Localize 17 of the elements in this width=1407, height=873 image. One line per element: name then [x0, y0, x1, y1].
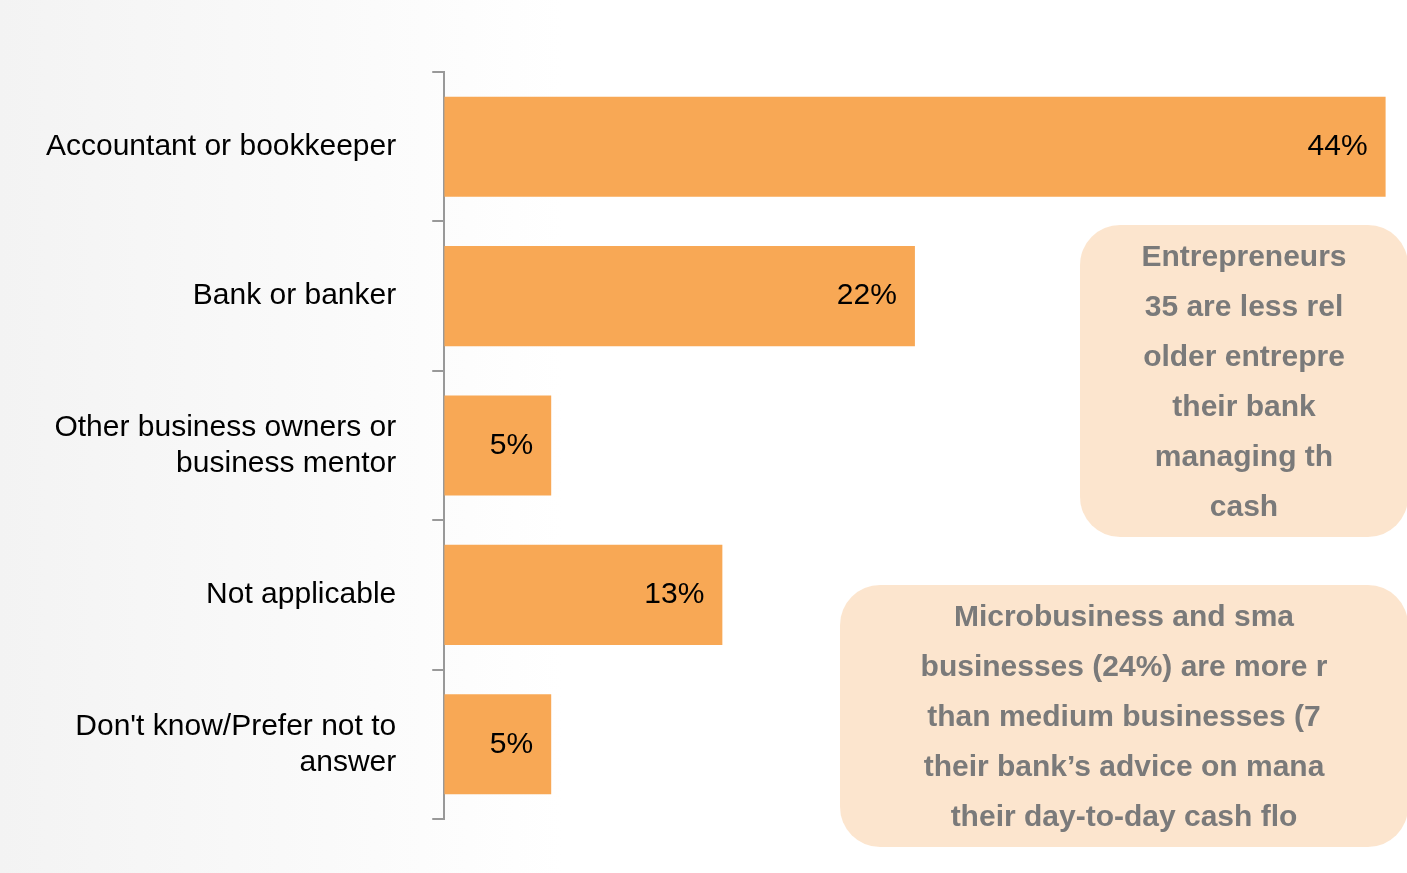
- y-tick-label: Bank or banker: [192, 277, 397, 311]
- data-label: 44%: [1307, 127, 1368, 161]
- y-tick-label: Not applicable: [206, 576, 397, 610]
- y-tick-label: Other business owners or business mentor: [54, 408, 397, 478]
- data-label: 5%: [489, 426, 534, 460]
- bar: [444, 544, 723, 645]
- bar: [444, 96, 1386, 197]
- bar: [444, 395, 552, 496]
- data-label: 22%: [836, 277, 897, 311]
- y-tick-label: Don't know/Prefer not to answer: [75, 707, 397, 777]
- data-label: 5%: [489, 725, 534, 759]
- bar: [444, 246, 915, 347]
- data-label: 13%: [644, 576, 705, 610]
- y-tick-label: Accountant or bookkeeper: [46, 127, 397, 161]
- bar: [444, 694, 552, 795]
- speech-bubble: Entrepreneurs 35 are less rel older entrepre their bank managing th cash: [1080, 225, 1407, 537]
- speech-bubble: Microbusiness and sma businesses (24%) are more r than medium businesses (7 their bank’s advice on mana their day-to-day cash flo: [840, 585, 1407, 847]
